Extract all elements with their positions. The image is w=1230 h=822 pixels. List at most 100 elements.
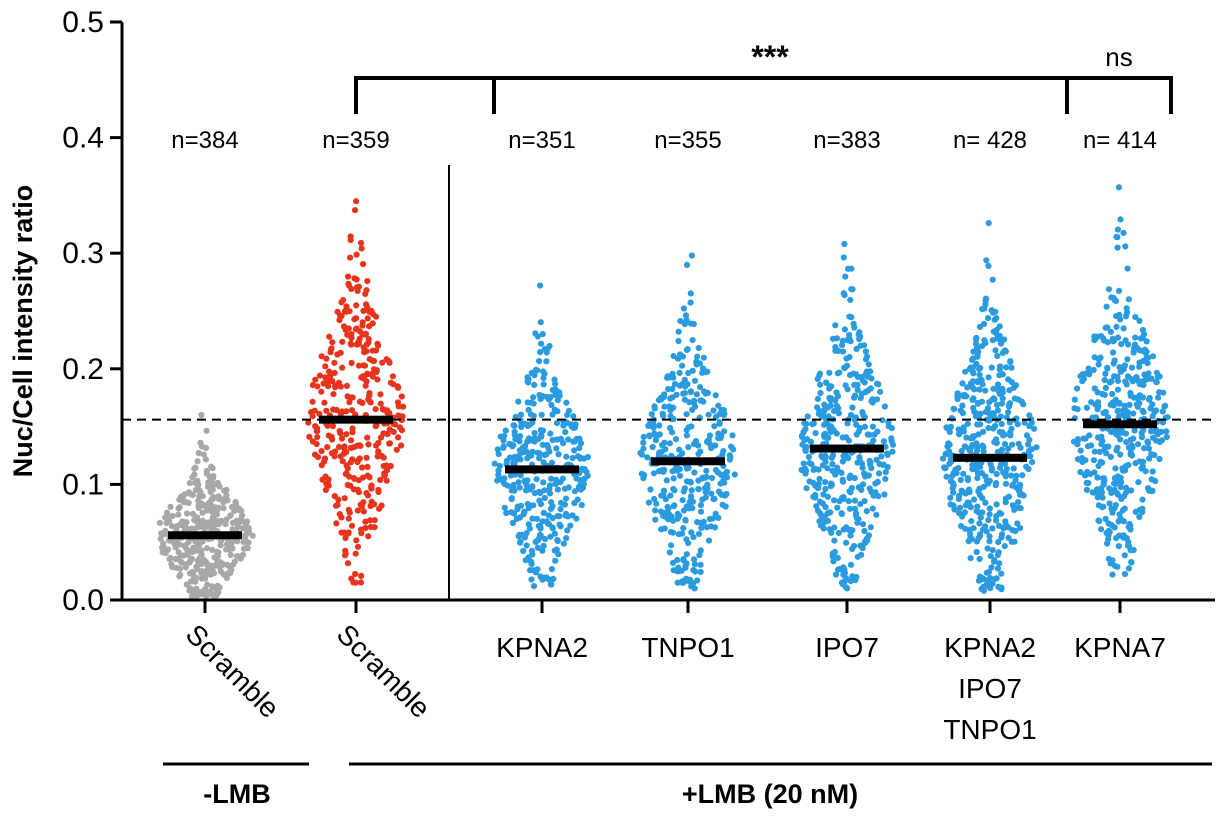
data-point bbox=[661, 403, 668, 410]
data-point bbox=[1111, 373, 1118, 380]
data-point bbox=[959, 402, 966, 409]
data-point bbox=[1002, 469, 1009, 477]
data-point bbox=[1131, 427, 1138, 434]
data-point bbox=[955, 426, 962, 433]
data-point bbox=[1149, 434, 1156, 441]
data-point bbox=[1099, 475, 1106, 482]
data-point bbox=[1149, 413, 1156, 420]
data-point bbox=[684, 381, 691, 388]
data-point bbox=[801, 420, 808, 427]
data-point bbox=[676, 382, 683, 389]
data-point bbox=[374, 376, 381, 383]
data-point bbox=[988, 564, 995, 571]
data-point bbox=[986, 511, 993, 518]
data-point bbox=[804, 413, 811, 420]
data-point bbox=[580, 481, 588, 488]
data-point bbox=[523, 542, 530, 549]
data-point bbox=[1008, 364, 1015, 371]
data-point bbox=[858, 390, 866, 397]
data-point bbox=[501, 504, 508, 511]
data-point bbox=[1107, 453, 1114, 460]
data-point bbox=[245, 539, 252, 546]
data-point bbox=[993, 401, 1001, 408]
data-point bbox=[683, 503, 690, 510]
data-point bbox=[954, 392, 961, 400]
data-point bbox=[172, 555, 179, 563]
data-point bbox=[1014, 421, 1021, 428]
data-point bbox=[520, 547, 527, 555]
data-point bbox=[1111, 357, 1118, 364]
data-point bbox=[318, 462, 325, 469]
data-point bbox=[640, 439, 647, 446]
data-point bbox=[316, 372, 324, 379]
data-point bbox=[365, 441, 372, 448]
data-point bbox=[553, 546, 560, 553]
data-point bbox=[989, 547, 996, 554]
data-point bbox=[345, 506, 352, 513]
data-point bbox=[694, 519, 701, 526]
data-point bbox=[950, 405, 957, 412]
data-point bbox=[687, 388, 695, 396]
data-point bbox=[824, 493, 832, 500]
data-point bbox=[1001, 336, 1008, 343]
data-point bbox=[524, 477, 531, 484]
data-point bbox=[978, 585, 985, 593]
data-point bbox=[846, 488, 853, 495]
data-point bbox=[694, 353, 701, 360]
data-point bbox=[964, 384, 971, 391]
data-point bbox=[506, 454, 513, 461]
data-point bbox=[225, 538, 232, 545]
data-point bbox=[556, 513, 563, 520]
data-point bbox=[970, 370, 977, 377]
data-point bbox=[1128, 442, 1135, 449]
data-point bbox=[667, 528, 675, 536]
data-point bbox=[305, 419, 312, 426]
data-point bbox=[1143, 348, 1150, 355]
data-point bbox=[877, 388, 884, 395]
data-point bbox=[859, 481, 867, 488]
data-point bbox=[344, 331, 351, 338]
data-point bbox=[1163, 433, 1170, 441]
x-ticks-layer bbox=[203, 600, 1122, 613]
data-point bbox=[984, 545, 991, 552]
data-point bbox=[888, 435, 895, 442]
data-point bbox=[392, 421, 399, 428]
data-point bbox=[682, 517, 689, 524]
data-point bbox=[373, 368, 380, 375]
data-point bbox=[979, 305, 986, 313]
data-point bbox=[390, 381, 397, 388]
data-point bbox=[1127, 547, 1134, 554]
data-point bbox=[513, 515, 520, 523]
data-point bbox=[1158, 437, 1165, 444]
data-point bbox=[353, 537, 360, 544]
data-point bbox=[535, 536, 542, 544]
data-point bbox=[855, 428, 862, 435]
data-point bbox=[1077, 447, 1084, 454]
data-point bbox=[822, 458, 829, 465]
data-point bbox=[531, 381, 538, 388]
data-point bbox=[1139, 326, 1146, 334]
data-point bbox=[522, 557, 529, 564]
data-point bbox=[971, 408, 978, 415]
data-point bbox=[1117, 484, 1124, 491]
data-point bbox=[325, 481, 332, 488]
data-point bbox=[502, 427, 509, 434]
data-point bbox=[832, 322, 839, 329]
data-point bbox=[351, 207, 359, 214]
data-point bbox=[377, 476, 384, 484]
data-point bbox=[647, 486, 654, 493]
data-point bbox=[816, 370, 824, 377]
y-tick-label: 0.5 bbox=[62, 6, 104, 39]
data-point bbox=[834, 504, 841, 511]
data-point bbox=[1100, 481, 1107, 488]
data-point bbox=[1145, 445, 1152, 452]
data-point bbox=[567, 522, 574, 529]
data-point bbox=[873, 511, 880, 518]
data-point bbox=[965, 499, 972, 506]
data-point bbox=[224, 561, 231, 568]
data-point bbox=[1013, 472, 1020, 479]
data-point bbox=[1106, 379, 1113, 386]
data-point bbox=[968, 518, 975, 525]
data-point bbox=[974, 399, 981, 406]
data-point bbox=[560, 540, 567, 547]
